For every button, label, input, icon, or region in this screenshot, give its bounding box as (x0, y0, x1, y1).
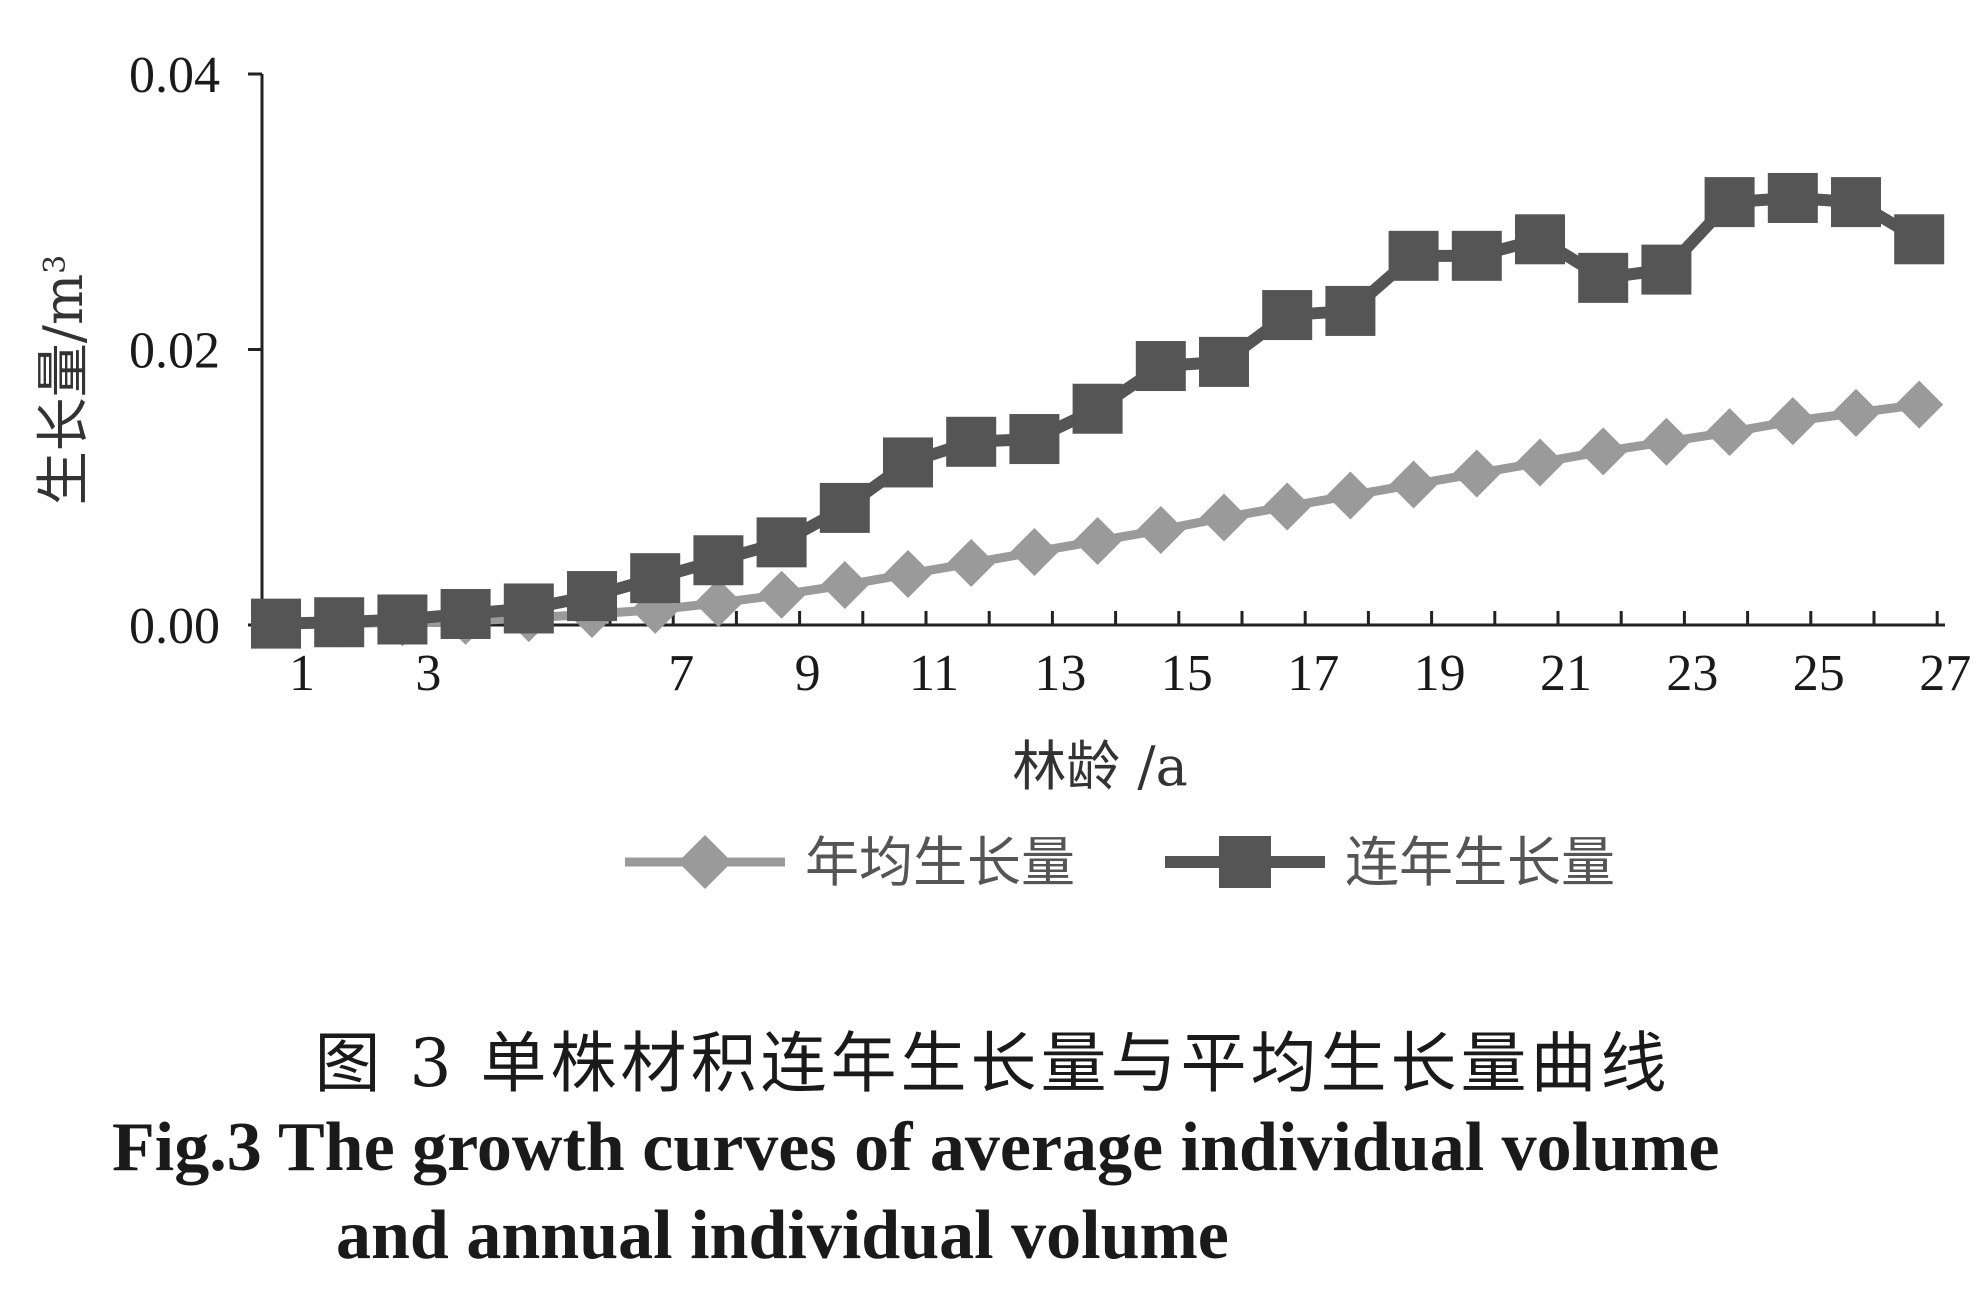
x-tick-label: 13 (1034, 645, 1086, 702)
data-point-square (1515, 214, 1565, 265)
data-point-diamond (1895, 380, 1944, 429)
data-point-diamond (1136, 505, 1185, 554)
data-point-diamond (1073, 516, 1122, 565)
y-tick-label: 0.02 (129, 323, 220, 380)
data-point-square (1578, 252, 1629, 303)
data-point-square (503, 583, 554, 634)
data-point-square (1325, 285, 1376, 336)
figure-caption-english-line1: Fig.3 The growth curves of average indiv… (112, 1109, 1720, 1186)
x-tick-label: 25 (1793, 645, 1845, 702)
data-point-square (1894, 214, 1945, 265)
data-point-square (440, 588, 491, 639)
data-point-square (377, 594, 428, 645)
series-annual (251, 172, 1945, 649)
x-axis-title: 林龄 /a (1012, 735, 1188, 798)
data-point-square (1767, 172, 1818, 223)
data-point-diamond (1705, 408, 1754, 457)
data-point-square (1009, 414, 1060, 465)
legend-marker-square (1219, 836, 1271, 888)
legend-item: 连年生长量 (1165, 831, 1615, 894)
data-point-diamond (694, 578, 743, 627)
data-point-square (1451, 230, 1502, 281)
data-point-square (946, 416, 997, 467)
x-tick-label: 7 (668, 645, 694, 702)
x-tick-label: 21 (1540, 645, 1592, 702)
chart-series (251, 172, 1945, 649)
y-tick-label: 0.00 (129, 598, 220, 655)
data-point-square (1641, 244, 1692, 295)
data-point-diamond (1263, 482, 1312, 531)
x-tick-label: 17 (1287, 645, 1339, 702)
data-point-square (251, 598, 301, 649)
data-point-square (756, 517, 807, 568)
data-point-diamond (1200, 493, 1248, 542)
data-point-square (1072, 383, 1123, 434)
legend-marker-diamond (678, 835, 732, 889)
x-tick-label: 19 (1414, 645, 1466, 702)
x-tick-label: 3 (415, 645, 441, 702)
figure-caption-english-line2: and annual individual volume (336, 1197, 1229, 1274)
y-tick-label: 0.04 (129, 47, 220, 104)
data-point-diamond (1452, 449, 1501, 498)
data-point-square (630, 553, 681, 604)
figure-caption-chinese: 图 3 单株材积连年生长量与平均生长量曲线 (314, 1025, 1671, 1102)
data-point-diamond (820, 561, 869, 610)
data-point-diamond (1389, 460, 1438, 509)
chart: 0.000.020.041 3 7 9 11 13 15 17 19 21 23 25 27 生长量/m… (32, 47, 1971, 894)
data-point-diamond (757, 570, 806, 619)
legend-label: 年均生长量 (805, 831, 1075, 894)
data-point-square (819, 482, 870, 533)
data-point-square (1831, 177, 1881, 228)
x-tick-label: 9 (795, 645, 821, 702)
x-tick-label: 11 (909, 645, 959, 702)
legend: 年均生长量 连年生长量 (625, 831, 1615, 894)
x-tick-label: 23 (1666, 645, 1718, 702)
data-point-diamond (1579, 427, 1628, 476)
data-point-diamond (1768, 397, 1817, 446)
x-tick-label: 1 (289, 645, 315, 702)
data-point-square (567, 571, 617, 622)
data-point-square (1262, 290, 1313, 341)
data-point-square (1199, 336, 1249, 387)
x-tick-label: 27 (1919, 645, 1971, 702)
y-axis-title: 生长量/m3 (32, 255, 95, 506)
data-point-diamond (1642, 417, 1691, 466)
data-point-diamond (884, 550, 932, 599)
y-axis-title-text: 生长量/m (32, 274, 95, 505)
y-axis-title-superscript: 3 (38, 255, 73, 274)
data-point-square (1388, 230, 1439, 281)
data-point-square (314, 597, 365, 648)
data-point-square (883, 437, 933, 488)
data-point-diamond (1516, 438, 1564, 487)
data-point-diamond (1010, 527, 1059, 576)
data-point-diamond (1832, 388, 1880, 437)
data-point-square (1704, 177, 1755, 228)
x-tick-label: 15 (1161, 645, 1213, 702)
data-point-square (1135, 341, 1186, 392)
legend-item: 年均生长量 (625, 831, 1075, 894)
data-point-diamond (947, 539, 996, 588)
data-point-square (693, 535, 744, 586)
data-point-diamond (1326, 471, 1375, 520)
legend-label: 连年生长量 (1345, 831, 1615, 894)
chart-axes: 0.000.020.041 3 7 9 11 13 15 17 19 21 23 25 27 (129, 47, 1971, 702)
